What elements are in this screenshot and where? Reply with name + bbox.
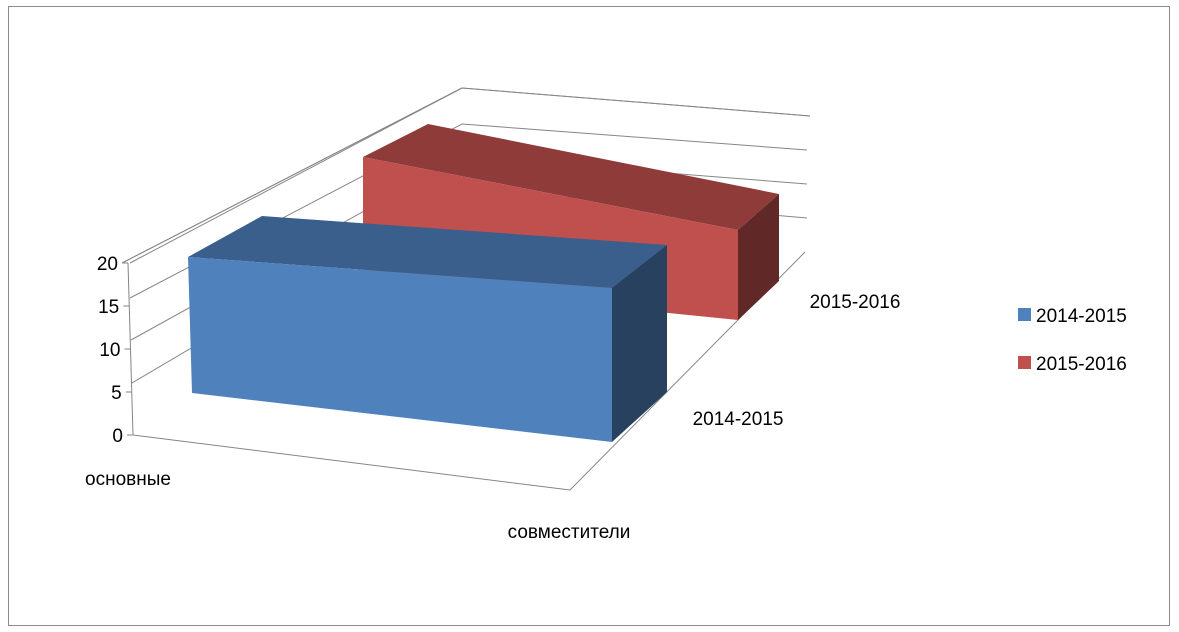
bar-series-2014-2015: [188, 216, 667, 442]
y-tick-label: 5: [111, 383, 122, 404]
y-tick-label: 10: [99, 340, 120, 361]
depth-label: 2014-2015: [693, 409, 784, 430]
bar-front-face: [188, 257, 612, 442]
depth-label: 2015-2016: [810, 292, 901, 313]
x-category-label: основные: [85, 469, 171, 490]
legend-swatch: [1018, 308, 1031, 321]
bar-side-face: [612, 245, 667, 442]
legend-label: 2015-2016: [1036, 354, 1127, 375]
legend-swatch: [1018, 356, 1031, 369]
y-tick-label: 15: [98, 297, 119, 318]
x-axis-line: [132, 434, 571, 491]
legend-label: 2014-2015: [1036, 306, 1127, 327]
y-tick-label: 20: [97, 254, 118, 275]
legend: 2014-2015 2015-2016: [1018, 306, 1127, 375]
bar-side-face: [738, 194, 779, 320]
gridline: [129, 87, 811, 264]
y-tick-label: 0: [112, 426, 123, 447]
bar-top-face: [188, 216, 667, 288]
x-category-label: совместители: [508, 522, 631, 543]
bar-top-face: [363, 124, 779, 230]
